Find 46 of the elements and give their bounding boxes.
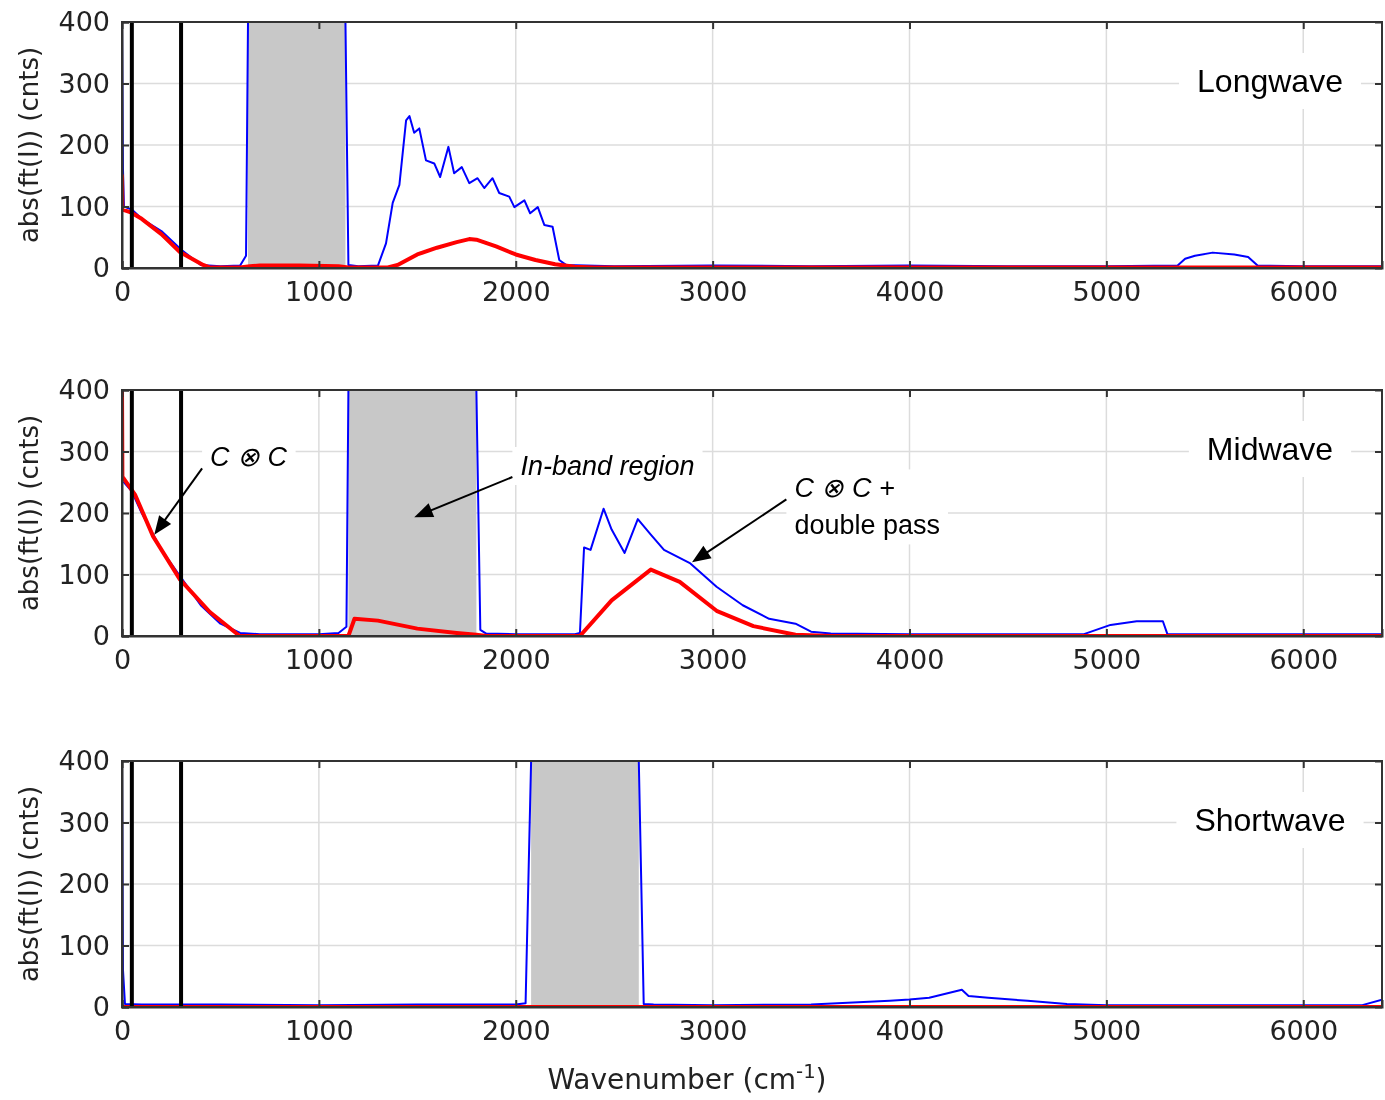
annotation: C ⊗ C + double pass	[794, 473, 940, 541]
y-tick-label: 300	[58, 806, 110, 838]
y-tick-label: 400	[58, 6, 110, 38]
y-tick-label: 400	[58, 374, 110, 406]
annotation: Midwave	[1206, 431, 1334, 467]
x-tick-label: 4000	[875, 1015, 945, 1047]
x-tick-label: 5000	[1072, 276, 1142, 308]
y-tick-label: 0	[92, 991, 110, 1023]
annotation: In-band region	[520, 451, 695, 481]
x-tick-label: 2000	[481, 644, 551, 676]
x-tick-label: 6000	[1269, 644, 1339, 676]
annotation: Longwave	[1197, 63, 1343, 99]
y-tick-label: 200	[58, 868, 110, 900]
x-tick-label: 6000	[1269, 1015, 1339, 1047]
y-tick-label: 200	[58, 129, 110, 161]
y-tick-label: 300	[58, 67, 110, 99]
y-axis-title: abs(ft(I)) (cnts)	[14, 414, 44, 612]
x-tick-label: 5000	[1072, 1015, 1142, 1047]
y-tick-label: 100	[58, 190, 110, 222]
y-tick-label: 200	[58, 497, 110, 529]
y-tick-label: 400	[58, 745, 110, 777]
x-tick-label: 4000	[875, 276, 945, 308]
x-tick-label: 0	[113, 644, 132, 676]
y-tick-label: 0	[92, 252, 110, 284]
y-axis-title: abs(ft(I)) (cnts)	[14, 785, 44, 983]
x-tick-label: 6000	[1269, 276, 1339, 308]
y-tick-label: 100	[58, 558, 110, 590]
x-tick-label: 1000	[285, 1015, 354, 1047]
x-tick-label: 4000	[875, 644, 945, 676]
x-tick-label: 0	[113, 276, 132, 308]
x-tick-label: 5000	[1072, 644, 1142, 676]
y-tick-label: 100	[58, 929, 110, 961]
x-tick-label: 0	[113, 1015, 132, 1047]
x-tick-label: 3000	[678, 1015, 748, 1047]
annotation: C ⊗ C	[210, 442, 288, 473]
x-axis-title: Wavenumber (cm$^{-1}$)	[547, 1059, 827, 1096]
x-tick-label: 2000	[481, 1015, 551, 1047]
y-tick-label: 300	[58, 435, 110, 467]
y-axis-title: abs(ft(I)) (cnts)	[14, 46, 44, 244]
annotation: Shortwave	[1194, 802, 1346, 838]
x-tick-label: 3000	[678, 276, 748, 308]
x-tick-label: 3000	[678, 644, 748, 676]
x-tick-label: 1000	[285, 644, 354, 676]
y-tick-label: 0	[92, 620, 110, 652]
x-tick-label: 1000	[285, 276, 354, 308]
x-tick-label: 2000	[481, 276, 551, 308]
